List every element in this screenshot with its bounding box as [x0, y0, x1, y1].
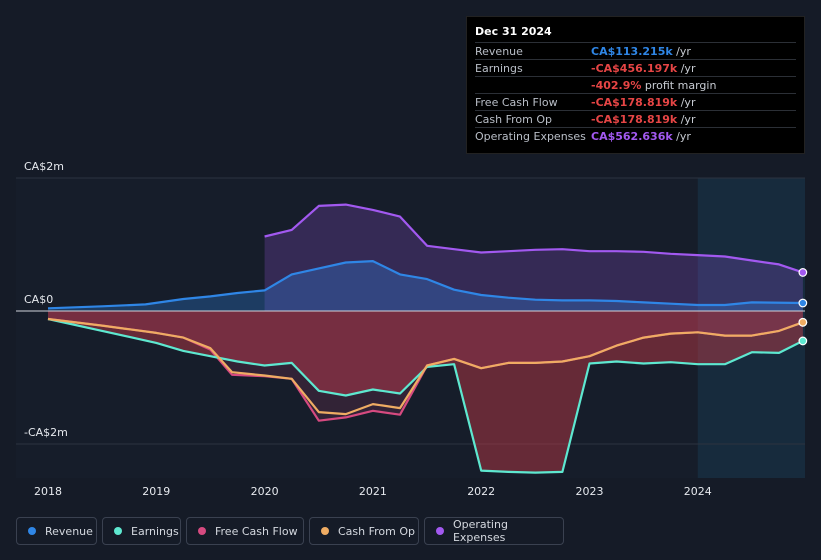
tooltip-row-value: -402.9% profit margin: [591, 79, 717, 92]
fcf-area: [48, 311, 803, 421]
tooltip-row-label: Cash From Op: [475, 113, 553, 126]
tooltip-row: -402.9% profit margin: [475, 76, 796, 94]
legend-item-free-cash-flow[interactable]: Free Cash Flow: [186, 517, 304, 545]
x-tick-label: 2021: [359, 485, 387, 498]
tooltip-row: Free Cash Flow -CA$178.819k /yr: [475, 93, 796, 111]
y-tick-label: CA$2m: [24, 160, 64, 173]
x-tick-label: 2018: [34, 485, 62, 498]
tooltip-row-value: CA$113.215k /yr: [591, 45, 691, 58]
y-tick-label: -CA$2m: [24, 426, 68, 439]
tooltip-row-label: Earnings: [475, 62, 523, 75]
tooltip-row: Revenue CA$113.215k /yr: [475, 42, 796, 60]
legend-label: Cash From Op: [338, 524, 416, 538]
series-endpoint-cash-from-op: [798, 317, 808, 327]
legend-dot-icon: [114, 527, 122, 535]
tooltip-row-value: -CA$178.819k /yr: [591, 96, 696, 109]
legend-dot-icon: [28, 527, 36, 535]
series-endpoint-revenue: [798, 298, 808, 308]
x-tick-label: 2020: [251, 485, 279, 498]
y-tick-label: CA$0: [24, 293, 53, 306]
revenue-area: [48, 261, 803, 311]
legend-label: Earnings: [131, 524, 179, 538]
legend-item-revenue[interactable]: Revenue: [16, 517, 97, 545]
legend-dot-icon: [436, 527, 444, 535]
legend-label: Revenue: [45, 524, 93, 538]
tooltip-row: Cash From Op -CA$178.819k /yr: [475, 110, 796, 128]
tooltip-row-label: Operating Expenses: [475, 130, 586, 143]
series-line-revenue: [47, 260, 803, 310]
tooltip-row-label: Free Cash Flow: [475, 96, 558, 109]
series-endpoint-earnings: [798, 336, 808, 346]
tooltip-row-value: -CA$456.197k /yr: [591, 62, 696, 75]
legend-label: Operating Expenses: [452, 518, 508, 544]
legend-item-earnings[interactable]: Earnings: [102, 517, 181, 545]
legend-dot-icon: [198, 527, 206, 535]
earnings-area: [48, 311, 803, 473]
legend-item-cash-from-op[interactable]: Cash From Op: [309, 517, 419, 545]
x-tick-label: 2024: [684, 485, 712, 498]
series-endpoint-operating-expenses: [798, 268, 808, 277]
x-tick-label: 2019: [142, 485, 170, 498]
x-tick-label: 2022: [467, 485, 495, 498]
tooltip-date: Dec 31 2024: [475, 25, 552, 38]
legend-item-operating-expenses[interactable]: Operating Expenses: [424, 517, 564, 545]
series-line-operating-expenses: [264, 203, 804, 274]
opex-area: [264, 204, 803, 311]
x-tick-label: 2023: [576, 485, 604, 498]
legend-label: Free Cash Flow: [215, 524, 298, 538]
tooltip-row: Earnings -CA$456.197k /yr: [475, 59, 796, 77]
tooltip-row-value: CA$562.636k /yr: [591, 130, 691, 143]
series-line-cash-from-op: [47, 317, 804, 416]
tooltip-row-value: -CA$178.819k /yr: [591, 113, 696, 126]
tooltip-row-label: Revenue: [475, 45, 523, 58]
legend-dot-icon: [321, 527, 329, 535]
tooltip-row: Operating Expenses CA$562.636k /yr: [475, 127, 796, 145]
tooltip: Dec 31 2024 Revenue CA$113.215k /yr Earnin…: [466, 16, 805, 154]
